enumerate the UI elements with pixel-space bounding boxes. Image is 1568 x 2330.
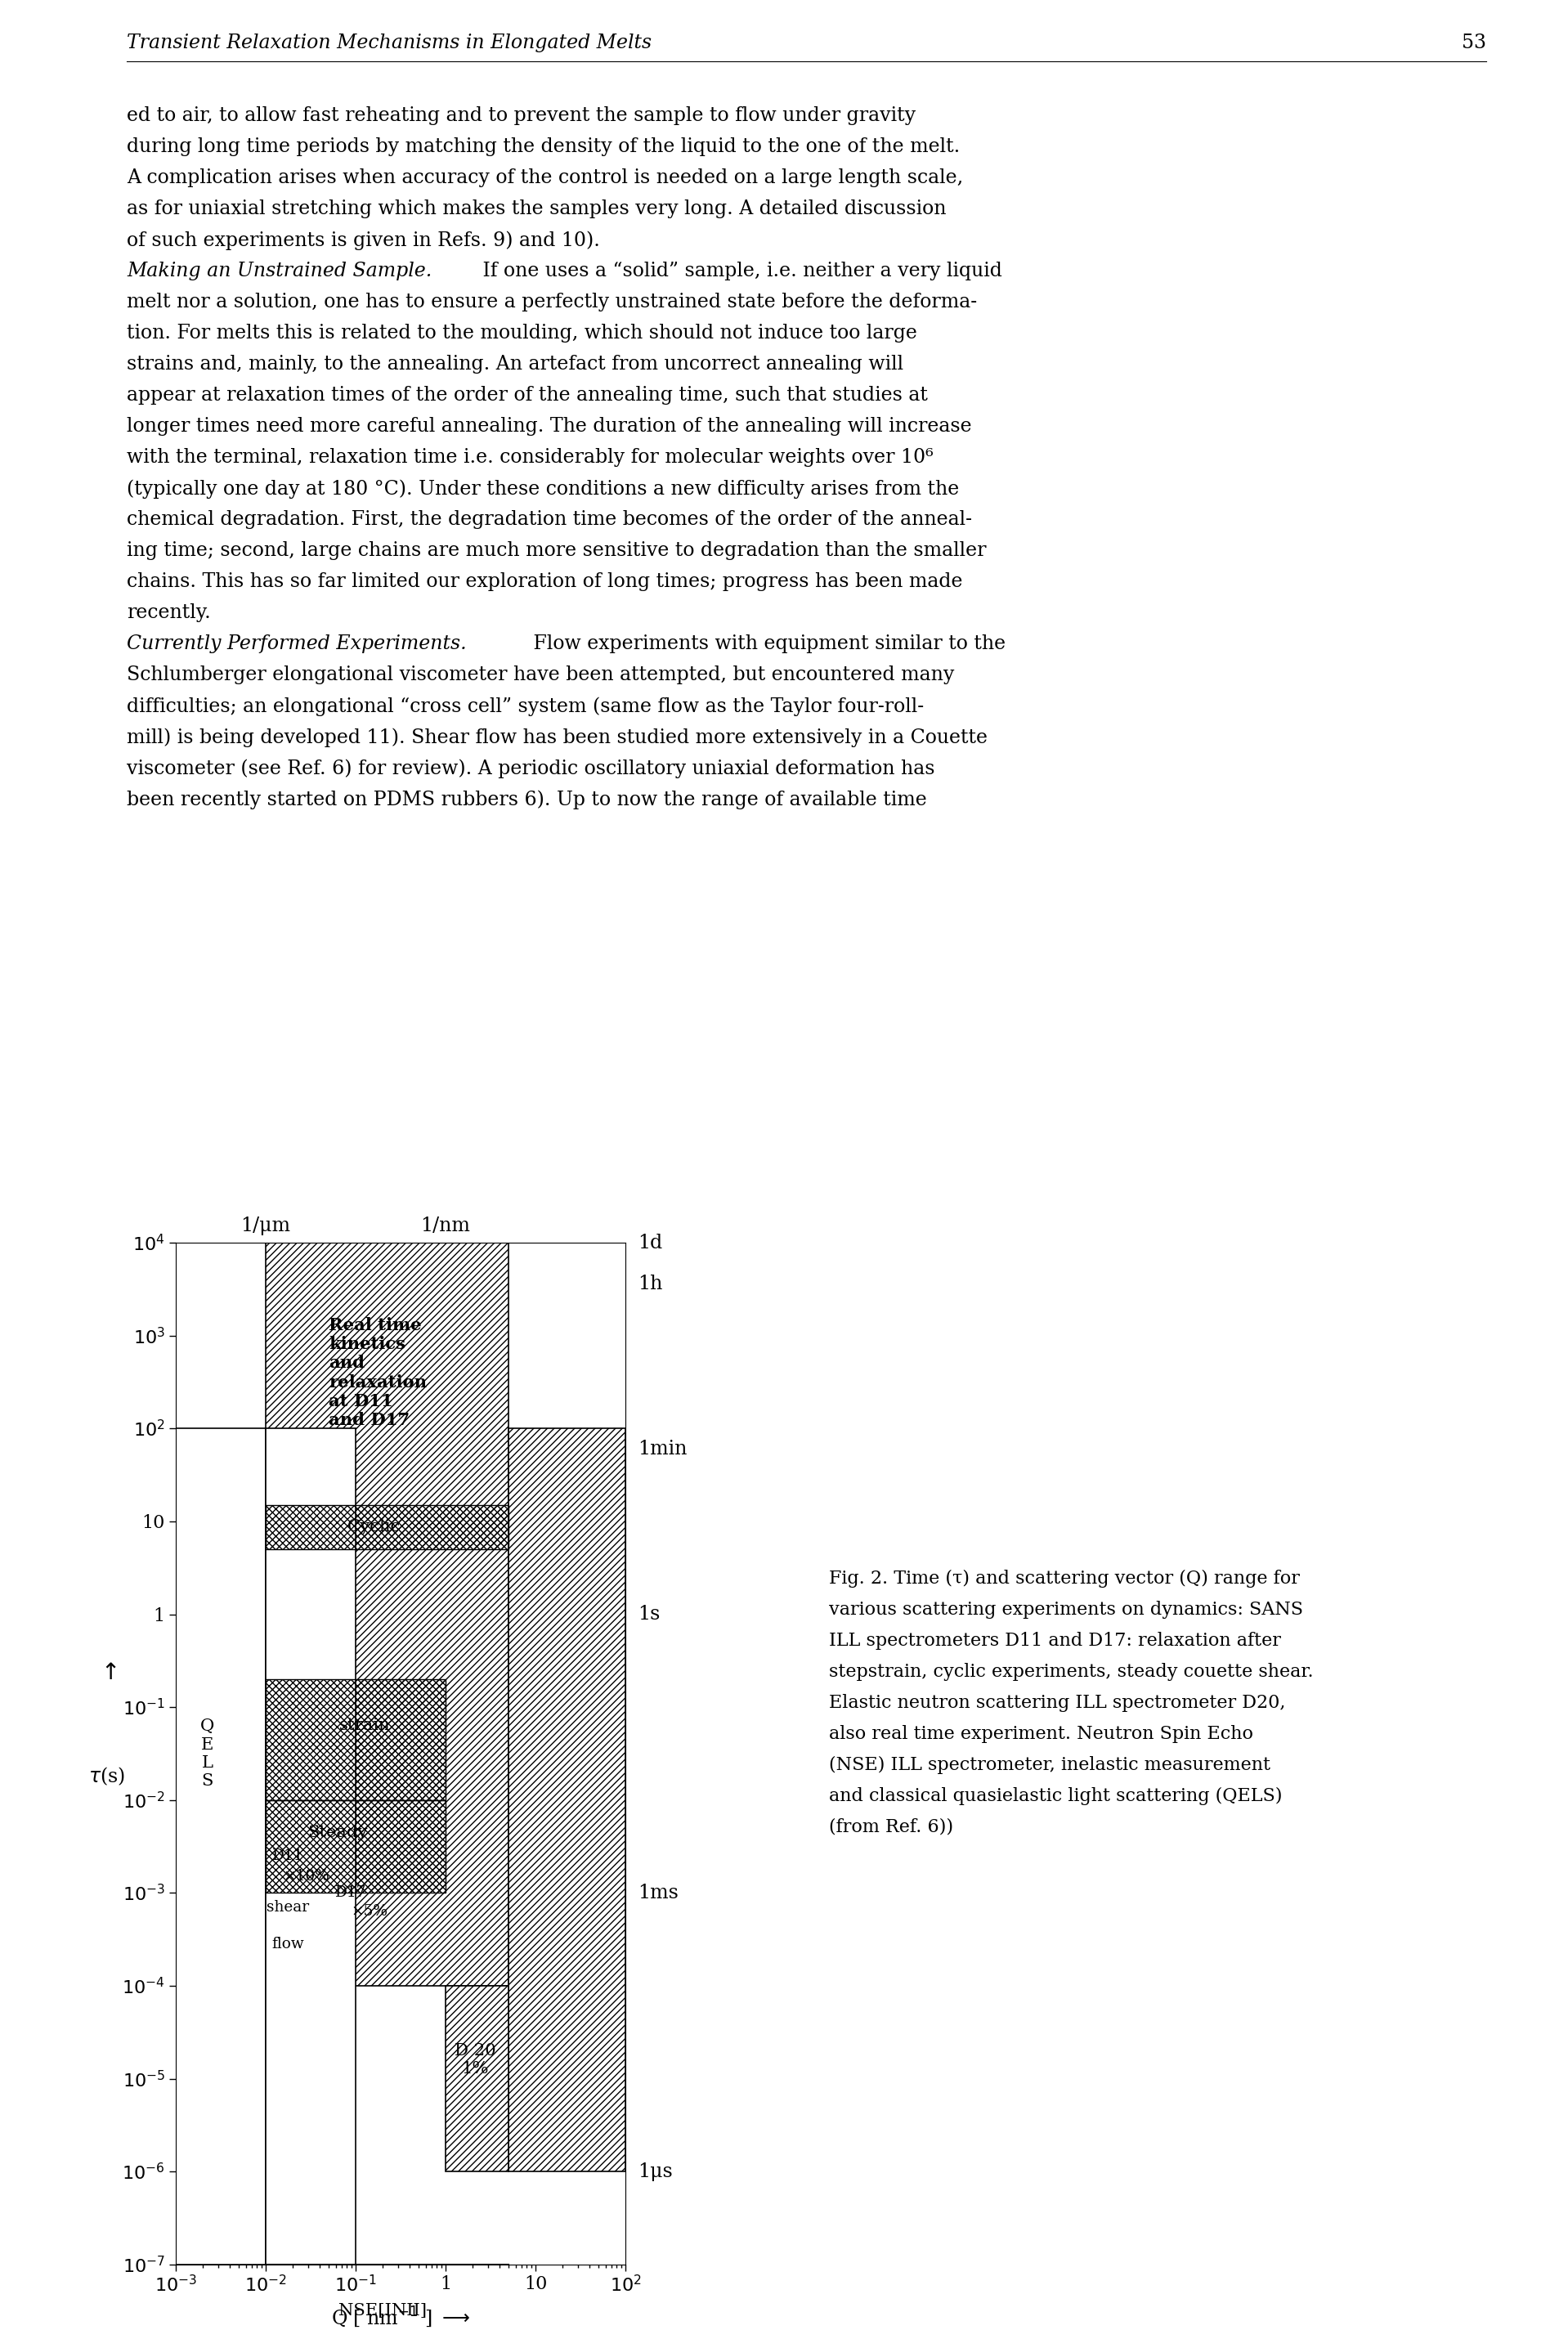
- Text: 53: 53: [1461, 33, 1486, 54]
- Text: longer times need more careful annealing. The duration of the annealing will inc: longer times need more careful annealing…: [127, 417, 972, 436]
- Text: difficulties; an elongational “cross cell” system (same flow as the Taylor four-: difficulties; an elongational “cross cel…: [127, 697, 924, 715]
- Text: chains. This has so far limited our exploration of long times; progress has been: chains. This has so far limited our expl…: [127, 573, 963, 592]
- Bar: [445, 1985, 508, 2172]
- Text: Elastic neutron scattering ILL spectrometer D20,: Elastic neutron scattering ILL spectrome…: [829, 1694, 1286, 1713]
- Bar: [265, 1242, 508, 1985]
- Text: 1/μm: 1/μm: [241, 1216, 290, 1235]
- Text: shear: shear: [267, 1899, 309, 1915]
- Text: 1μs: 1μs: [638, 2162, 673, 2181]
- Text: been recently started on PDMS rubbers 6). Up to now the range of available time: been recently started on PDMS rubbers 6)…: [127, 790, 927, 809]
- Bar: [508, 1428, 626, 2172]
- Text: $\uparrow$: $\uparrow$: [96, 1661, 116, 1685]
- Bar: [265, 1505, 508, 1549]
- Text: melt nor a solution, one has to ensure a perfectly unstrained state before the d: melt nor a solution, one has to ensure a…: [127, 294, 977, 312]
- Text: ×10%: ×10%: [282, 1869, 329, 1883]
- Text: various scattering experiments on dynamics: SANS: various scattering experiments on dynami…: [829, 1601, 1303, 1619]
- Text: 1h: 1h: [638, 1275, 663, 1293]
- Text: ×5%: ×5%: [351, 1904, 387, 1920]
- Text: flow: flow: [271, 1936, 304, 1953]
- Text: (from Ref. 6)): (from Ref. 6)): [829, 1817, 953, 1836]
- Text: If one uses a “solid” sample, i.e. neither a very liquid: If one uses a “solid” sample, i.e. neith…: [477, 261, 1002, 280]
- Text: also real time experiment. Neutron Spin Echo: also real time experiment. Neutron Spin …: [829, 1724, 1253, 1743]
- Text: during long time periods by matching the density of the liquid to the one of the: during long time periods by matching the…: [127, 137, 960, 156]
- Text: Real time
kinetics
and
relaxation
at D11
and D17: Real time kinetics and relaxation at D11…: [329, 1316, 426, 1428]
- Text: A complication arises when accuracy of the control is needed on a large length s: A complication arises when accuracy of t…: [127, 168, 963, 186]
- Text: Cyclic: Cyclic: [347, 1519, 400, 1535]
- Text: strain: strain: [339, 1717, 390, 1734]
- Text: Transient Relaxation Mechanisms in Elongated Melts: Transient Relaxation Mechanisms in Elong…: [127, 33, 652, 54]
- Text: $\tau$(s): $\tau$(s): [88, 1766, 124, 1787]
- Bar: [265, 2265, 508, 2330]
- Text: 1d: 1d: [638, 1233, 663, 1251]
- Text: ed to air, to allow fast reheating and to prevent the sample to flow under gravi: ed to air, to allow fast reheating and t…: [127, 107, 916, 126]
- Text: D 20
1%: D 20 1%: [455, 2043, 495, 2076]
- Text: D17: D17: [336, 1885, 367, 1901]
- Text: Making an Unstrained Sample.: Making an Unstrained Sample.: [127, 261, 431, 280]
- Text: Q
E
L
S: Q E L S: [201, 1720, 215, 1789]
- Bar: [265, 1680, 445, 1801]
- Bar: [176, 1428, 265, 2265]
- Text: ILL spectrometers D11 and D17: relaxation after: ILL spectrometers D11 and D17: relaxatio…: [829, 1631, 1281, 1650]
- X-axis label: Q [ nm$^{-1}$ ] $\longrightarrow$: Q [ nm$^{-1}$ ] $\longrightarrow$: [331, 2304, 470, 2330]
- Text: ing time; second, large chains are much more sensitive to degradation than the s: ing time; second, large chains are much …: [127, 541, 986, 559]
- Text: Flow experiments with equipment similar to the: Flow experiments with equipment similar …: [527, 634, 1005, 652]
- Text: Currently Performed Experiments.: Currently Performed Experiments.: [127, 634, 467, 652]
- Text: of such experiments is given in Refs. 9) and 10).: of such experiments is given in Refs. 9)…: [127, 231, 601, 249]
- Text: NSE[INII]: NSE[INII]: [339, 2304, 426, 2318]
- Text: with the terminal, relaxation time i.e. considerably for molecular weights over : with the terminal, relaxation time i.e. …: [127, 447, 933, 466]
- Bar: [265, 1801, 445, 1892]
- Text: mill) is being developed 11). Shear flow has been studied more extensively in a : mill) is being developed 11). Shear flow…: [127, 727, 988, 748]
- Text: chemical degradation. First, the degradation time becomes of the order of the an: chemical degradation. First, the degrada…: [127, 510, 972, 529]
- Text: tion. For melts this is related to the moulding, which should not induce too lar: tion. For melts this is related to the m…: [127, 324, 917, 343]
- Text: (typically one day at 180 °C). Under these conditions a new difficulty arises fr: (typically one day at 180 °C). Under the…: [127, 480, 960, 499]
- Text: Steady: Steady: [307, 1824, 367, 1841]
- Text: as for uniaxial stretching which makes the samples very long. A detailed discuss: as for uniaxial stretching which makes t…: [127, 200, 946, 219]
- Text: appear at relaxation times of the order of the annealing time, such that studies: appear at relaxation times of the order …: [127, 387, 928, 405]
- Text: 1s: 1s: [638, 1605, 660, 1624]
- Text: strains and, mainly, to the annealing. An artefact from uncorrect annealing will: strains and, mainly, to the annealing. A…: [127, 354, 903, 373]
- Text: and classical quasielastic light scattering (QELS): and classical quasielastic light scatter…: [829, 1787, 1283, 1806]
- Text: 1min: 1min: [638, 1440, 687, 1459]
- Text: Fig. 2. Time (τ) and scattering vector (Q) range for: Fig. 2. Time (τ) and scattering vector (…: [829, 1570, 1300, 1587]
- Text: viscometer (see Ref. 6) for review). A periodic oscillatory uniaxial deformation: viscometer (see Ref. 6) for review). A p…: [127, 760, 935, 778]
- Text: 1/nm: 1/nm: [420, 1216, 470, 1235]
- Text: (NSE) ILL spectrometer, inelastic measurement: (NSE) ILL spectrometer, inelastic measur…: [829, 1757, 1270, 1773]
- Bar: [265, 2265, 508, 2330]
- Text: recently.: recently.: [127, 603, 210, 622]
- Text: stepstrain, cyclic experiments, steady couette shear.: stepstrain, cyclic experiments, steady c…: [829, 1664, 1314, 1680]
- Text: D11: D11: [273, 1848, 304, 1864]
- Text: Schlumberger elongational viscometer have been attempted, but encountered many: Schlumberger elongational viscometer hav…: [127, 666, 955, 685]
- Text: 1ms: 1ms: [638, 1883, 679, 1901]
- Bar: [265, 1428, 356, 2265]
